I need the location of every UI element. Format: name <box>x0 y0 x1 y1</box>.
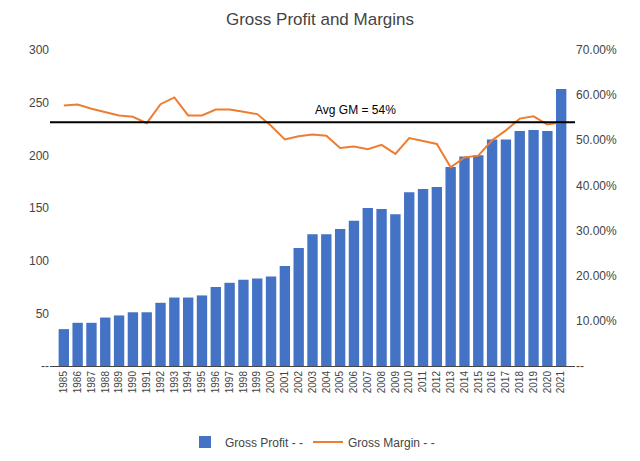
svg-text:100: 100 <box>29 254 49 268</box>
svg-text:1999: 1999 <box>251 371 262 394</box>
svg-text:2019: 2019 <box>528 371 539 394</box>
svg-text:250: 250 <box>29 96 49 110</box>
svg-text:Gross Profit and Margins: Gross Profit and Margins <box>226 10 414 29</box>
svg-text:1990: 1990 <box>127 371 138 394</box>
svg-text:2003: 2003 <box>307 371 318 394</box>
svg-text:2007: 2007 <box>362 371 373 394</box>
svg-text:2012: 2012 <box>431 371 442 394</box>
svg-text:Avg GM = 54%: Avg GM = 54% <box>315 103 396 117</box>
svg-text:2005: 2005 <box>334 371 345 394</box>
svg-text:70.00%: 70.00% <box>576 43 617 57</box>
svg-text:1993: 1993 <box>169 371 180 394</box>
svg-text:2006: 2006 <box>348 371 359 394</box>
svg-text:2017: 2017 <box>500 371 511 394</box>
svg-text:1997: 1997 <box>224 371 235 394</box>
svg-text:40.00%: 40.00% <box>576 179 617 193</box>
svg-text:2001: 2001 <box>279 371 290 394</box>
svg-text:2018: 2018 <box>514 371 525 394</box>
svg-text:1994: 1994 <box>182 371 193 394</box>
svg-text:150: 150 <box>29 201 49 215</box>
svg-text:10.00%: 10.00% <box>576 314 617 328</box>
svg-text:2020: 2020 <box>542 371 553 394</box>
svg-text:1996: 1996 <box>210 371 221 394</box>
svg-text:1985: 1985 <box>58 371 69 394</box>
svg-text:50: 50 <box>36 307 50 321</box>
svg-text:1986: 1986 <box>72 371 83 394</box>
svg-text:2010: 2010 <box>403 371 414 394</box>
svg-text:1988: 1988 <box>100 371 111 394</box>
svg-text:2011: 2011 <box>417 371 428 393</box>
svg-text:2016: 2016 <box>486 371 497 394</box>
svg-text:2008: 2008 <box>376 371 387 394</box>
svg-text:20.00%: 20.00% <box>576 269 617 283</box>
svg-text:200: 200 <box>29 149 49 163</box>
svg-text:300: 300 <box>29 43 49 57</box>
svg-text:2002: 2002 <box>293 371 304 394</box>
svg-text:2004: 2004 <box>321 371 332 394</box>
svg-text:2014: 2014 <box>459 371 470 394</box>
svg-text:30.00%: 30.00% <box>576 224 617 238</box>
svg-text:60.00%: 60.00% <box>576 88 617 102</box>
svg-text:Gross Profit - -: Gross Profit - - <box>225 436 303 450</box>
svg-text:2009: 2009 <box>390 371 401 394</box>
svg-text:2021: 2021 <box>555 371 566 394</box>
svg-text:2000: 2000 <box>265 371 276 394</box>
svg-text:1991: 1991 <box>141 371 152 394</box>
svg-text:1992: 1992 <box>155 371 166 394</box>
svg-text:--: -- <box>576 359 584 373</box>
svg-text:1995: 1995 <box>196 371 207 394</box>
svg-text:Gross Margin - -: Gross Margin - - <box>348 436 435 450</box>
svg-text:2013: 2013 <box>445 371 456 394</box>
svg-text:--: -- <box>41 359 49 373</box>
svg-text:2015: 2015 <box>473 371 484 394</box>
svg-text:1998: 1998 <box>238 371 249 394</box>
svg-text:1987: 1987 <box>86 371 97 394</box>
svg-text:1989: 1989 <box>113 371 124 394</box>
svg-text:50.00%: 50.00% <box>576 133 617 147</box>
